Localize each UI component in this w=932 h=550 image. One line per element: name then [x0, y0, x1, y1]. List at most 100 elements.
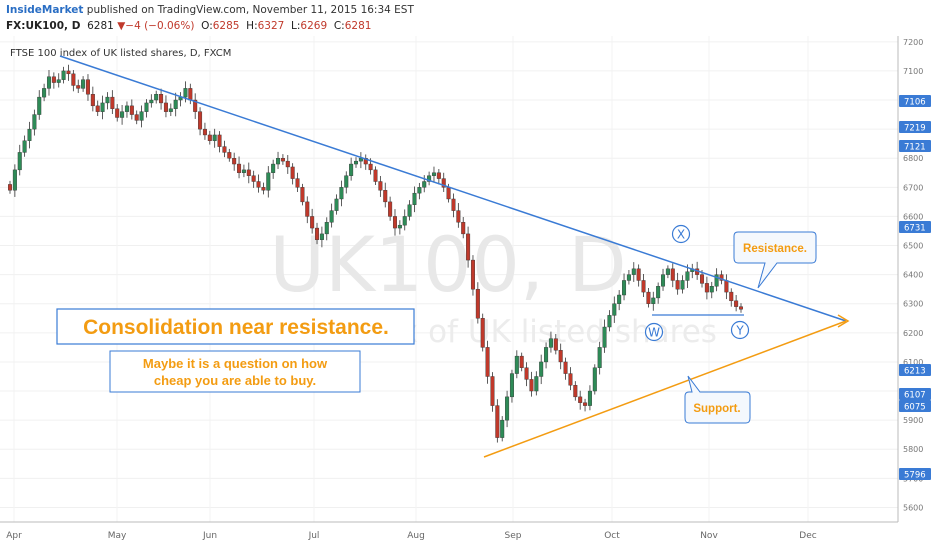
resistance-trendline [59, 55, 847, 322]
price-change: −4 (−0.06%) [125, 20, 195, 32]
candle-body [651, 297, 656, 304]
candle-body [276, 158, 281, 165]
low-value: 6269 [300, 20, 328, 32]
candle-body [159, 94, 164, 104]
price-badge-box [899, 121, 931, 133]
candle-body [500, 419, 505, 438]
price-axis[interactable]: 5600570058005900600061006200630064006500… [897, 36, 932, 550]
publication-line: InsideMarket published on TradingView.co… [6, 4, 414, 16]
candle [685, 264, 690, 289]
open-value: 6285 [212, 20, 240, 32]
support-trendline [483, 320, 847, 458]
candle [729, 288, 734, 307]
candle [51, 72, 56, 89]
candle-body [193, 99, 198, 112]
price-badge: 6107 [899, 388, 931, 401]
candle-body [490, 376, 495, 406]
candle [280, 154, 285, 165]
candle-body [329, 210, 334, 223]
candle-body [392, 216, 397, 229]
candle-body [358, 158, 363, 162]
candle [436, 168, 441, 185]
candle-body [558, 350, 563, 363]
candle-body [407, 204, 412, 217]
support-callout: Support. [684, 375, 751, 424]
candle [202, 122, 207, 140]
price-tick-label: 5800 [903, 445, 923, 454]
candle [232, 152, 237, 171]
candle [324, 217, 329, 241]
candle-body [719, 274, 724, 281]
candle-body [37, 96, 42, 115]
candle [558, 343, 563, 370]
candle-body [295, 178, 300, 188]
candle-body [46, 76, 51, 89]
trendlines [59, 55, 850, 458]
candle-body [612, 303, 617, 316]
chart-background [0, 36, 932, 550]
candle-body [373, 169, 378, 182]
headline-callout: Consolidation near resistance. [56, 308, 415, 345]
candle [173, 92, 178, 117]
candle [46, 70, 51, 96]
candle-body [139, 111, 144, 121]
candle-body [354, 160, 359, 165]
candle-body [563, 361, 568, 374]
candle-body [17, 152, 22, 171]
candle-body [163, 102, 168, 112]
candle-body [266, 172, 271, 191]
candle [105, 92, 110, 110]
candle-body [290, 166, 295, 179]
candle-body [480, 318, 485, 348]
candle [76, 79, 81, 94]
candle [539, 354, 544, 385]
candle-body [120, 111, 125, 118]
candle-body [144, 102, 149, 112]
wave-label-circle [671, 224, 691, 244]
candle-body [222, 146, 227, 153]
candle-body [363, 158, 368, 165]
price-badge-label: 7121 [904, 143, 926, 153]
candle [71, 70, 76, 92]
candle [251, 170, 256, 188]
candle [490, 372, 495, 412]
candle [100, 95, 105, 120]
price-badge-box [899, 95, 931, 107]
candle-body [466, 233, 471, 261]
candle [344, 171, 349, 194]
candle [475, 282, 480, 324]
candle-body [232, 158, 237, 165]
candle-body [198, 111, 203, 130]
candle-body [505, 396, 510, 421]
candle [485, 340, 490, 384]
candle [397, 220, 402, 235]
candle [310, 208, 315, 234]
candle [680, 275, 685, 294]
subtext-line-2: cheap you are able to buy. [154, 373, 316, 388]
candle-body [470, 259, 475, 290]
price-badge: 7121 [899, 140, 931, 153]
candle-body [32, 114, 37, 130]
publisher-link[interactable]: InsideMarket [6, 4, 84, 16]
candle-body [27, 128, 32, 141]
candle [237, 156, 242, 179]
candle [159, 88, 164, 110]
candle-body [66, 70, 71, 75]
candle-body [724, 280, 729, 293]
price-badge-label: 6213 [904, 367, 926, 377]
candle [227, 148, 232, 162]
candle-body [524, 367, 529, 380]
candle-body [514, 355, 519, 374]
time-axis[interactable]: Apr May Jun Jul Aug Sep Oct Nov Dec [0, 521, 932, 550]
wave-label-circle [730, 320, 750, 340]
price-tick-label: 6100 [903, 358, 923, 367]
candle-body [431, 172, 436, 176]
candle-body [383, 190, 388, 203]
candle-body [280, 158, 285, 162]
wave-label-circle [644, 322, 664, 342]
candle-body [583, 402, 588, 406]
candle [334, 194, 339, 215]
candle-body [124, 105, 129, 112]
candle [256, 174, 261, 193]
price-chart[interactable]: UK100, D FTSE 100 index of UK listed sha… [0, 36, 932, 550]
